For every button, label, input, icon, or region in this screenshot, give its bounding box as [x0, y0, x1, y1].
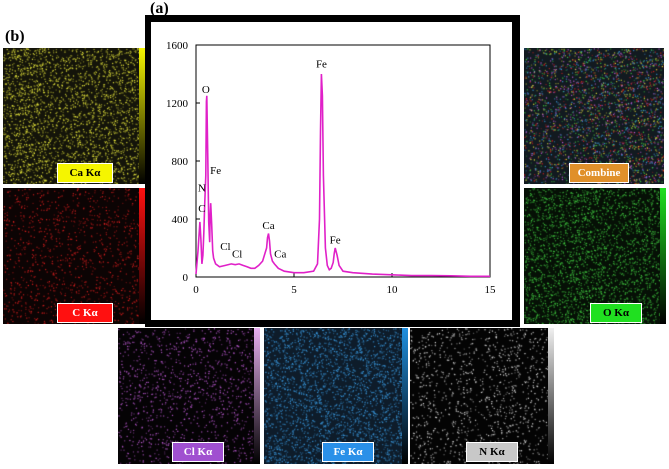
- fe-map-image: [264, 328, 402, 464]
- fe-map-label: Fe Kα: [322, 442, 374, 462]
- peak-label: Ca: [274, 248, 286, 260]
- ca-map-label: Ca Kα: [57, 163, 113, 183]
- o-intensity-bar: [660, 188, 666, 324]
- y-tick-label: 1600: [166, 40, 189, 52]
- peak-label: Fe: [316, 58, 327, 70]
- x-tick-label: 15: [485, 284, 497, 296]
- panel-a-label: (a): [150, 0, 169, 17]
- y-tick-label: 0: [183, 272, 189, 284]
- combine-map-image: [524, 48, 664, 184]
- c-intensity-bar: [139, 188, 145, 324]
- peak-label: Ca: [262, 220, 274, 232]
- combine-map-label: Combine: [569, 163, 629, 183]
- spectrum-panel: 0 400 800 1200 1600 0 5 10 15 O Fe N C Cl Cl Ca Ca Fe Fe: [151, 22, 512, 320]
- peak-label: N: [198, 182, 206, 194]
- peak-label: Cl: [232, 248, 242, 260]
- o-map-label: O Kα: [590, 303, 642, 323]
- ca-map-image: [3, 48, 139, 184]
- n-map-image: [410, 328, 548, 464]
- peak-label: Fe: [330, 235, 341, 247]
- x-tick-label: 0: [193, 284, 199, 296]
- x-tick-label: 10: [387, 284, 399, 296]
- x-tick-label: 5: [291, 284, 297, 296]
- c-map-label: C Kα: [57, 303, 113, 323]
- spectrum-line: [195, 73, 490, 278]
- cl-map-image: [118, 328, 254, 464]
- y-tick-label: 1200: [166, 98, 189, 110]
- y-tick-label: 800: [172, 156, 189, 168]
- peak-label: Fe: [210, 165, 221, 177]
- c-map-image: [3, 188, 139, 324]
- n-map-label: N Kα: [466, 442, 518, 462]
- peak-label: Cl: [220, 241, 230, 253]
- panel-b-label: (b): [5, 28, 25, 45]
- ca-intensity-bar: [139, 48, 145, 184]
- y-tick-label: 400: [172, 214, 189, 226]
- y-axis: 0 400 800 1200 1600: [166, 40, 200, 284]
- plot-area: [195, 44, 491, 278]
- cl-map-label: Cl Kα: [172, 442, 224, 462]
- fe-intensity-bar: [402, 328, 408, 464]
- peak-label: C: [198, 203, 205, 215]
- cl-intensity-bar: [254, 328, 260, 464]
- n-intensity-bar: [548, 328, 554, 464]
- peak-label: O: [202, 84, 210, 96]
- o-map-image: [524, 188, 660, 324]
